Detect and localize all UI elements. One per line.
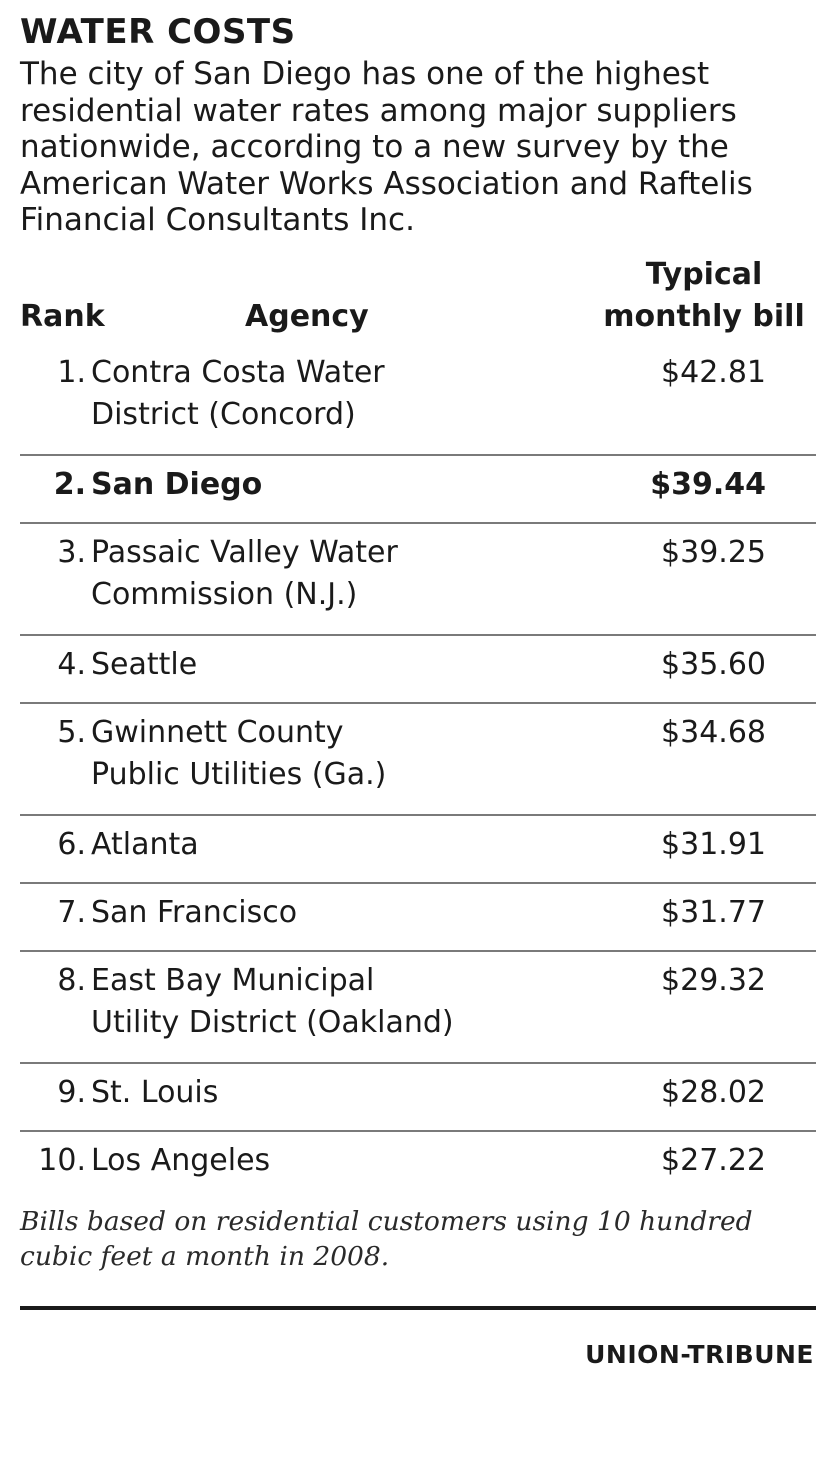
row-agency-line: District (Concord) xyxy=(91,396,356,432)
table-row: 5. Gwinnett County Public Utilities (Ga.) $… xyxy=(20,704,816,816)
header-bill-line-2: monthly bill xyxy=(603,298,805,334)
row-monthly-bill: $39.44 xyxy=(650,466,766,502)
row-agency: Contra Costa Water District (Concord) xyxy=(91,352,611,436)
row-monthly-bill: $28.02 xyxy=(661,1074,766,1110)
footnote: Bills based on residential customers usi… xyxy=(20,1205,753,1272)
table-row: 9. St. Louis $28.02 xyxy=(20,1064,816,1132)
row-rank: 10. xyxy=(38,1142,86,1178)
row-rank: 8. xyxy=(57,962,86,998)
row-rank: 6. xyxy=(57,826,86,862)
row-agency-line: Gwinnett County xyxy=(91,714,344,750)
credit-line: UNION-TRIBUNE xyxy=(585,1339,814,1369)
table-row: 7. San Francisco $31.77 xyxy=(20,884,816,952)
bottom-rule xyxy=(20,1305,816,1310)
row-rank: 3. xyxy=(57,534,86,570)
row-agency: Atlanta xyxy=(91,824,611,866)
table-row: 6. Atlanta $31.91 xyxy=(20,816,816,884)
row-agency-line: Passaic Valley Water xyxy=(91,534,398,570)
row-agency: San Francisco xyxy=(91,892,611,934)
table-row: 1. Contra Costa Water District (Concord) $4… xyxy=(20,344,816,456)
row-monthly-bill: $39.25 xyxy=(661,534,766,570)
row-monthly-bill: $34.68 xyxy=(661,714,766,750)
table-row: 8. East Bay Municipal Utility District (Oa… xyxy=(20,952,816,1064)
header-agency: Agency xyxy=(245,298,369,334)
row-agency: East Bay Municipal Utility District (Oakl… xyxy=(91,960,611,1044)
row-rank: 5. xyxy=(57,714,86,750)
row-agency-line: Los Angeles xyxy=(91,1142,271,1178)
row-agency-line: East Bay Municipal xyxy=(91,962,375,998)
row-agency-line: Utility District (Oakland) xyxy=(91,1004,454,1040)
row-agency: Los Angeles xyxy=(91,1140,611,1182)
row-rank: 1. xyxy=(57,354,86,390)
row-agency-line: San Diego xyxy=(91,466,263,502)
row-agency-line: San Francisco xyxy=(91,894,298,930)
row-monthly-bill: $31.91 xyxy=(661,826,766,862)
row-rank: 7. xyxy=(57,894,86,930)
row-rank: 2. xyxy=(53,466,86,502)
graphic-title: WATER COSTS xyxy=(20,12,296,52)
row-agency-line: Public Utilities (Ga.) xyxy=(91,756,387,792)
row-agency-line: Seattle xyxy=(91,646,198,682)
table-header: Rank Agency Typical monthly bill xyxy=(20,249,816,344)
row-agency: St. Louis xyxy=(91,1072,611,1114)
intro-text: The city of San Diego has one of the hig… xyxy=(20,56,753,238)
table-row: 4. Seattle $35.60 xyxy=(20,636,816,704)
header-monthly-bill: Typical monthly bill xyxy=(594,254,814,338)
row-agency: Passaic Valley Water Commission (N.J.) xyxy=(91,532,611,616)
header-bill-line-1: Typical xyxy=(645,256,763,292)
row-monthly-bill: $31.77 xyxy=(661,894,766,930)
row-rank: 9. xyxy=(57,1074,86,1110)
row-agency-line: Contra Costa Water xyxy=(91,354,385,390)
graphic: WATER COSTS The city of San Diego has on… xyxy=(20,10,816,1370)
row-agency-line: Atlanta xyxy=(91,826,199,862)
row-rank: 4. xyxy=(57,646,86,682)
ranking-table: 1. Contra Costa Water District (Concord) $4… xyxy=(20,344,816,1200)
row-monthly-bill: $27.22 xyxy=(661,1142,766,1178)
row-monthly-bill: $29.32 xyxy=(661,962,766,998)
row-monthly-bill: $42.81 xyxy=(661,354,766,390)
row-agency-line: Commission (N.J.) xyxy=(91,576,358,612)
row-agency-line: St. Louis xyxy=(91,1074,219,1110)
table-row: 2. San Diego $39.44 xyxy=(20,456,816,524)
row-agency: Seattle xyxy=(91,644,611,686)
row-agency: San Diego xyxy=(91,464,611,506)
table-row: 3. Passaic Valley Water Commission (N.J.) $… xyxy=(20,524,816,636)
row-monthly-bill: $35.60 xyxy=(661,646,766,682)
table-row: 10. Los Angeles $27.22 xyxy=(20,1132,816,1200)
row-agency: Gwinnett County Public Utilities (Ga.) xyxy=(91,712,611,796)
header-rank: Rank xyxy=(20,298,105,334)
